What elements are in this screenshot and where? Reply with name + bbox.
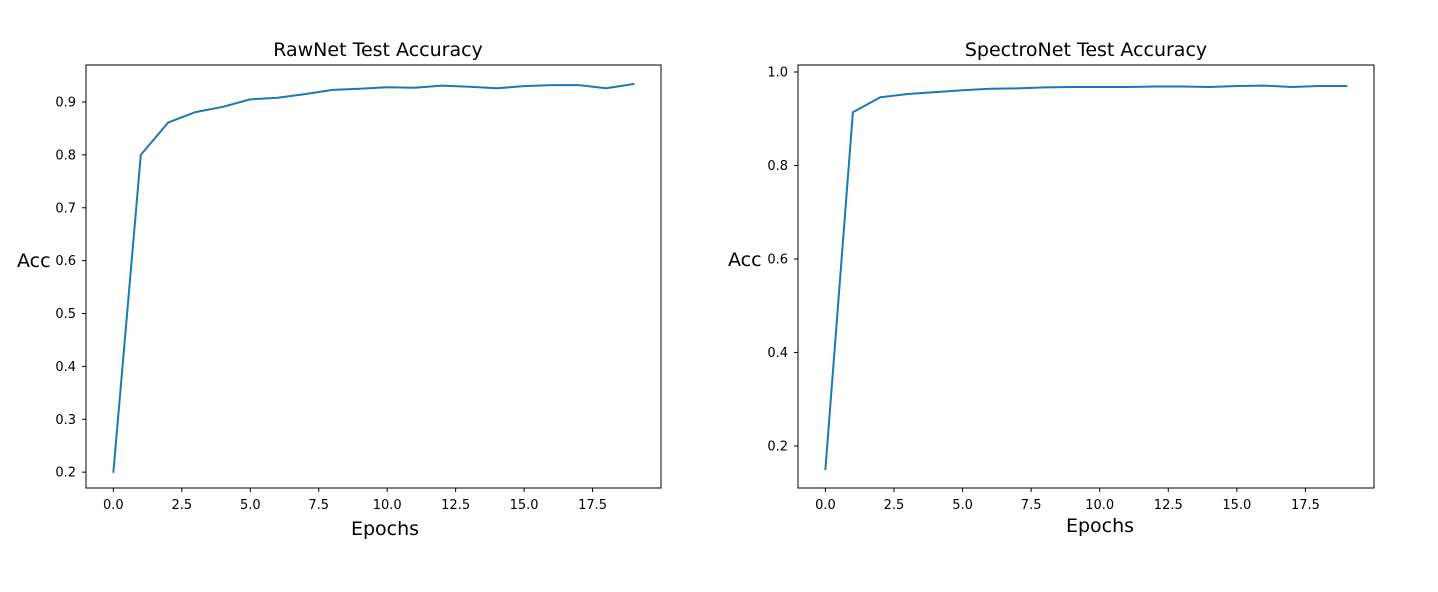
accuracy-series-line: [112, 83, 635, 474]
x-tick-label: 17.5: [578, 498, 607, 513]
y-tick-label: 0.6: [55, 254, 76, 269]
plot-frame: [797, 64, 1375, 489]
x-tick-label: 0.0: [815, 498, 836, 513]
x-tick-label: 5.0: [240, 498, 261, 513]
y-axis-ticks: 0.2 0.3 0.4 0.5 0.6 0.7 0.8 0.9: [55, 96, 86, 481]
y-tick-label: 0.8: [55, 148, 76, 163]
y-tick-label: 0.9: [55, 96, 76, 111]
x-tick-label: 0.0: [103, 498, 124, 513]
x-tick-label: 17.5: [1291, 498, 1320, 513]
x-axis-label: Epochs: [351, 518, 419, 540]
y-tick-label: 0.2: [767, 439, 788, 454]
x-tick-label: 2.5: [171, 498, 192, 513]
y-tick-label: 0.7: [55, 201, 76, 216]
x-tick-label: 10.0: [373, 498, 402, 513]
x-tick-label: 7.5: [1021, 498, 1042, 513]
y-tick-label: 0.8: [767, 159, 788, 174]
y-tick-label: 0.5: [55, 307, 76, 322]
x-axis-ticks: 0.0 2.5 5.0 7.5 10.0 12.5 15.0 17.5: [815, 488, 1320, 513]
plot-frame: [85, 64, 662, 489]
y-tick-label: 0.4: [55, 360, 76, 375]
chart-title: RawNet Test Accuracy: [273, 39, 483, 61]
x-tick-label: 7.5: [308, 498, 329, 513]
x-tick-label: 10.0: [1085, 498, 1114, 513]
x-axis-label: Epochs: [1066, 515, 1134, 537]
y-axis-ticks: 0.2 0.4 0.6 0.8 1.0: [767, 66, 798, 454]
accuracy-series-line: [824, 84, 1348, 471]
y-axis-label: Acc: [728, 249, 762, 271]
x-tick-label: 15.0: [510, 498, 539, 513]
y-tick-label: 0.3: [55, 413, 76, 428]
y-tick-label: 0.6: [767, 252, 788, 267]
spectronet-chart: SpectroNet Test Accuracy 0.0 2.5 5.0 7.5 10.…: [728, 39, 1375, 537]
y-tick-label: 0.2: [55, 466, 76, 481]
rawnet-chart: RawNet Test Accuracy 0.0 2.5 5.0 7.5 10.0 12.…: [17, 39, 662, 540]
y-tick-label: 0.4: [767, 346, 788, 361]
series-group: [824, 84, 1348, 471]
x-axis-ticks: 0.0 2.5 5.0 7.5 10.0 12.5 15.0 17.5: [103, 488, 607, 513]
x-tick-label: 12.5: [441, 498, 470, 513]
y-tick-label: 1.0: [767, 66, 788, 81]
series-group: [112, 83, 635, 474]
y-axis-label: Acc: [17, 250, 51, 272]
x-tick-label: 15.0: [1222, 498, 1251, 513]
x-tick-label: 2.5: [884, 498, 905, 513]
x-tick-label: 5.0: [952, 498, 973, 513]
chart-title: SpectroNet Test Accuracy: [965, 39, 1207, 61]
x-tick-label: 12.5: [1154, 498, 1183, 513]
